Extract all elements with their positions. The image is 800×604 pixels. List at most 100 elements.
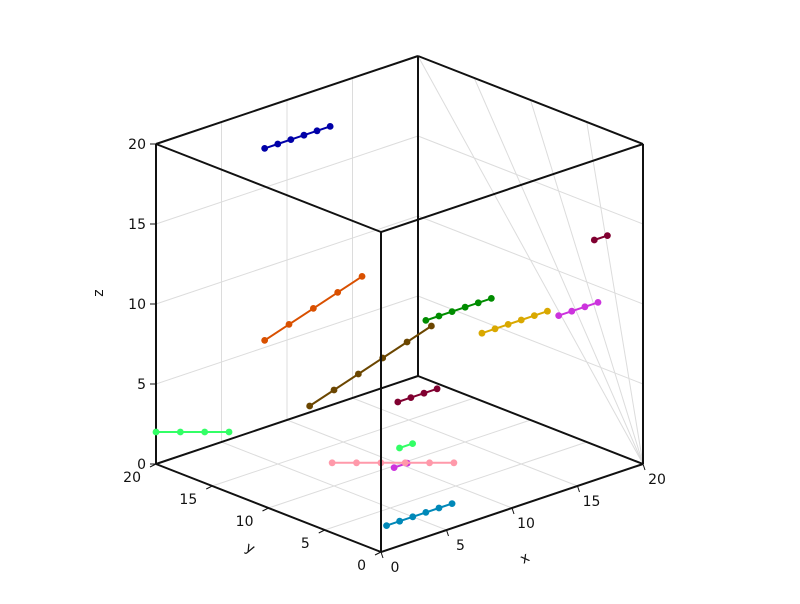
wall-x-grid-z	[417, 135, 644, 225]
series-point-6	[544, 307, 551, 315]
series-point-1	[358, 273, 366, 280]
series-point-0	[274, 140, 282, 148]
floor-grid-y	[268, 419, 531, 509]
y-tick-label: 15	[179, 492, 197, 508]
series-point-7	[555, 312, 563, 319]
series-point-9	[201, 428, 209, 436]
series-line-12	[386, 502, 453, 527]
series-point-2	[403, 338, 411, 346]
series-point-1	[334, 289, 342, 296]
series-point-3	[448, 308, 456, 315]
y-tick-mark	[262, 507, 269, 512]
series-point-6	[530, 312, 538, 319]
series-point-9	[176, 428, 184, 436]
series-point-7	[594, 299, 602, 306]
series-point-8	[390, 464, 398, 471]
x-tick-label: 20	[648, 472, 666, 488]
series-point-12	[422, 509, 430, 516]
grid-lines	[155, 55, 644, 553]
wall-y-grid-z	[155, 295, 419, 385]
series-point-5	[590, 236, 598, 244]
z-tick-label: 20	[128, 137, 146, 153]
box-edge	[155, 55, 419, 145]
x-tick-mark	[511, 507, 515, 515]
series-point-9	[152, 428, 160, 436]
x-tick-mark	[642, 463, 646, 471]
x-tick-label: 5	[456, 538, 465, 554]
y-tick-label: 10	[236, 514, 254, 530]
box-edge	[417, 55, 644, 145]
series-point-2	[354, 370, 362, 378]
series-point-12	[396, 517, 404, 525]
series-point-6	[504, 321, 512, 328]
series-line-7	[558, 301, 599, 317]
y-tick-mark	[318, 529, 325, 534]
series-line-3	[425, 297, 492, 322]
wall-x-grid-z	[417, 215, 644, 305]
series-point-11	[328, 459, 336, 467]
y-tick-label: 0	[357, 558, 366, 574]
series-point-7	[581, 303, 589, 311]
box-edge	[417, 375, 644, 465]
x-tick-mark	[577, 485, 580, 493]
y-tick-mark	[374, 551, 382, 556]
series-point-4	[394, 398, 402, 406]
series-line-6	[481, 310, 548, 335]
y-tick-label: 5	[301, 536, 310, 552]
floor-grid-y	[324, 441, 587, 531]
series-point-7	[568, 307, 576, 315]
series-point-12	[383, 522, 390, 529]
x-axis-label: x	[517, 550, 532, 568]
series-point-4	[407, 394, 415, 401]
series-point-4	[433, 385, 441, 393]
data-series	[152, 123, 611, 529]
series-point-5	[604, 232, 611, 240]
series-point-2	[330, 386, 338, 394]
z-tick-label: 0	[137, 457, 146, 473]
series-point-11	[401, 459, 409, 467]
box-edge	[380, 143, 644, 233]
y-axis-label: y	[242, 539, 257, 557]
wall-y-grid-z	[155, 135, 419, 225]
box-edge	[155, 143, 382, 233]
series-point-12	[448, 500, 456, 507]
series-point-4	[420, 389, 428, 397]
series-point-0	[313, 127, 321, 135]
series-point-0	[261, 145, 269, 152]
series-point-11	[426, 459, 433, 467]
series-point-1	[261, 337, 269, 344]
z-tick-label: 10	[128, 297, 146, 313]
series-point-6	[517, 316, 525, 324]
floor-grid-y	[212, 397, 475, 487]
series-point-3	[461, 303, 469, 311]
series-point-0	[300, 131, 308, 139]
wall-y-grid-z	[155, 215, 419, 305]
series-point-11	[353, 459, 360, 467]
series-point-12	[409, 513, 417, 521]
series-line-4	[397, 387, 438, 403]
series-point-11	[450, 459, 458, 467]
z-tick-label: 15	[128, 217, 146, 233]
front-frame	[155, 232, 644, 553]
box-edge	[155, 375, 419, 465]
series-point-10	[396, 444, 403, 452]
series-point-3	[435, 312, 443, 320]
x-tick-label: 0	[391, 560, 400, 576]
series-line-0	[264, 125, 331, 150]
x-tick-mark	[446, 529, 449, 537]
x-tick-label: 15	[583, 494, 601, 510]
x-tick-mark	[380, 551, 384, 559]
series-point-10	[409, 440, 416, 447]
series-point-1	[285, 321, 293, 328]
z-axis-label: z	[91, 289, 107, 296]
box-edge	[380, 463, 644, 553]
z-tick-label: 5	[137, 377, 146, 393]
series-point-0	[287, 136, 295, 144]
series-point-0	[326, 123, 334, 130]
x-tick-label: 10	[517, 516, 535, 532]
series-point-2	[428, 322, 435, 330]
series-point-2	[306, 402, 314, 410]
y-tick-label: 20	[123, 470, 141, 486]
